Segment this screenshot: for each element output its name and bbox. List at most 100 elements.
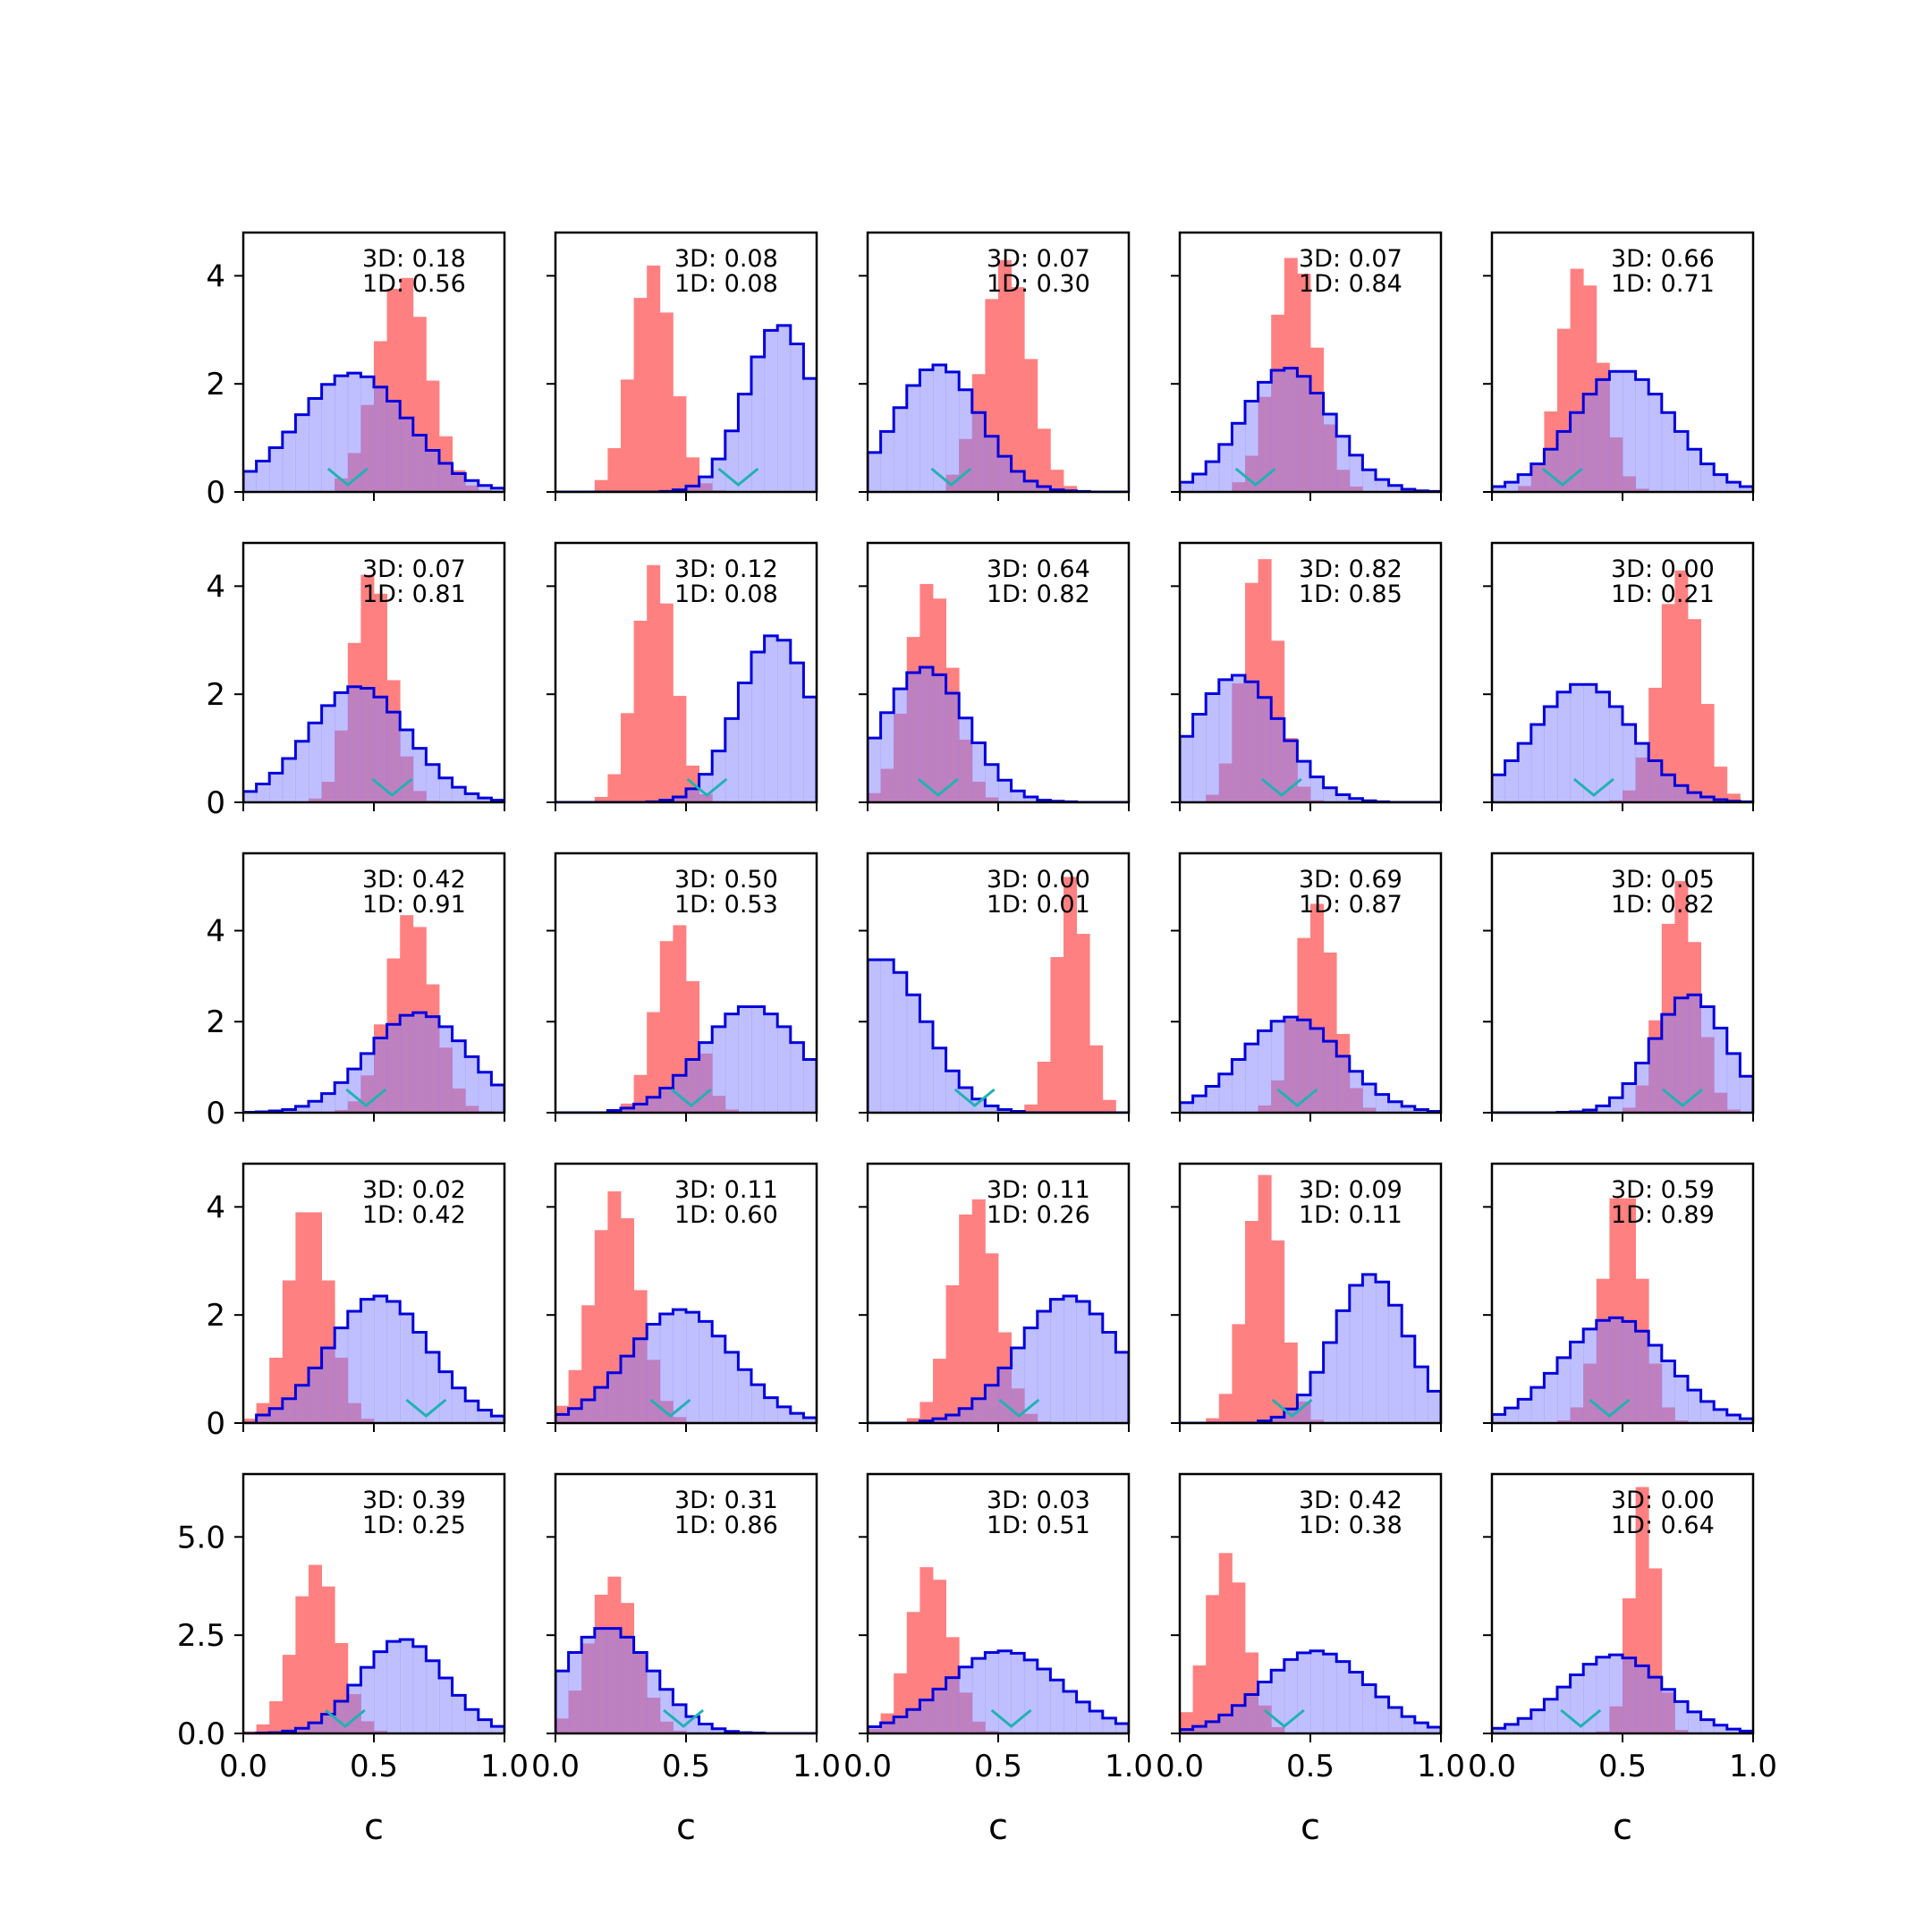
blue-bar bbox=[880, 712, 894, 802]
y-tick-label: 2 bbox=[206, 367, 225, 402]
truth-marker bbox=[1234, 467, 1276, 487]
truth-marker bbox=[953, 1088, 996, 1107]
blue-bar bbox=[945, 1071, 960, 1113]
blue-bar bbox=[699, 477, 713, 492]
annotation-1d: 1D: 0.11 bbox=[1299, 1201, 1402, 1229]
panel-plot-area bbox=[1492, 268, 1753, 492]
blue-step-outline bbox=[1492, 1316, 1753, 1423]
truth-marker bbox=[1589, 1398, 1631, 1418]
truth-marker bbox=[405, 1398, 447, 1418]
truth-marker bbox=[1572, 777, 1614, 797]
red-bar bbox=[1076, 934, 1090, 1113]
y-tick-label: 4 bbox=[206, 258, 225, 294]
panel-plot-area bbox=[555, 1191, 817, 1423]
blue-bar bbox=[426, 450, 440, 492]
blue-bar bbox=[269, 773, 284, 802]
blue-bar bbox=[764, 635, 778, 802]
blue-bar bbox=[1362, 1274, 1377, 1423]
blue-bar bbox=[491, 1726, 504, 1733]
blue-bar bbox=[933, 1419, 946, 1423]
blue-bar bbox=[386, 1024, 401, 1113]
blue-bar bbox=[659, 1088, 674, 1113]
blue-bar bbox=[1648, 1345, 1663, 1423]
blue-bar bbox=[1284, 1659, 1298, 1733]
blue-bar bbox=[1700, 796, 1715, 802]
blue-bar bbox=[1530, 463, 1545, 492]
y-tick-label: 2.5 bbox=[177, 1618, 225, 1654]
red-bar bbox=[282, 1280, 296, 1423]
blue-bar bbox=[360, 1667, 375, 1733]
red-bar bbox=[1661, 604, 1675, 802]
blue-bar bbox=[491, 487, 504, 492]
blue-bar bbox=[412, 1013, 427, 1113]
panel-plot-area bbox=[555, 265, 817, 492]
blue-bar bbox=[803, 697, 817, 802]
blue-bar bbox=[1206, 1086, 1220, 1113]
blue-bar bbox=[1258, 382, 1272, 492]
annotation-3d: 3D: 0.18 bbox=[362, 245, 466, 273]
blue-bar bbox=[452, 787, 466, 802]
blue-bar bbox=[1336, 436, 1351, 492]
truth-marker bbox=[371, 777, 413, 797]
red-bar bbox=[581, 1305, 596, 1423]
annotation-1d: 1D: 0.38 bbox=[1299, 1512, 1402, 1539]
blue-bar bbox=[777, 1406, 792, 1423]
blue-bar bbox=[906, 385, 920, 492]
panel-plot-area bbox=[243, 574, 504, 802]
blue-bar bbox=[360, 377, 375, 492]
blue-bar bbox=[465, 1401, 479, 1423]
red-bar bbox=[243, 1419, 257, 1423]
x-axis-label: c bbox=[1613, 1807, 1632, 1848]
truth-marker bbox=[990, 1708, 1032, 1728]
red-bar bbox=[919, 1567, 934, 1733]
red-bar bbox=[647, 1012, 661, 1113]
blue-bar bbox=[959, 717, 973, 802]
annotation-3d: 3D: 0.02 bbox=[362, 1176, 466, 1204]
blue-bar bbox=[1076, 1701, 1090, 1733]
blue-bar bbox=[360, 688, 375, 802]
blue-bar bbox=[256, 1414, 270, 1423]
blue-bar bbox=[919, 666, 934, 802]
blue-bar bbox=[555, 1671, 569, 1733]
blue-bar bbox=[1349, 1071, 1363, 1113]
blue-bar bbox=[1258, 1030, 1272, 1113]
panel-plot-area bbox=[868, 1567, 1129, 1733]
annotation-1d: 1D: 0.82 bbox=[1611, 891, 1715, 919]
red-bar bbox=[269, 1357, 284, 1423]
blue-bar bbox=[699, 774, 713, 802]
blue-bar bbox=[738, 682, 752, 802]
blue-bar bbox=[1284, 741, 1298, 802]
blue-bar bbox=[985, 1106, 999, 1113]
blue-bar bbox=[400, 418, 414, 492]
red-bar bbox=[1050, 957, 1064, 1113]
blue-bar bbox=[686, 486, 699, 492]
red-bar bbox=[1700, 704, 1715, 802]
blue-bar bbox=[777, 325, 792, 492]
blue-bar bbox=[1336, 1055, 1351, 1113]
blue-bar bbox=[712, 459, 726, 492]
blue-bar bbox=[374, 1651, 387, 1733]
blue-bar bbox=[1218, 679, 1233, 802]
x-tick-label: 0.5 bbox=[1286, 1749, 1335, 1784]
x-axis-label: c bbox=[1301, 1807, 1320, 1848]
blue-bar bbox=[282, 431, 296, 492]
blue-bar bbox=[295, 1385, 309, 1423]
annotation-1d: 1D: 0.91 bbox=[362, 891, 466, 919]
red-bar bbox=[673, 695, 687, 802]
truth-marker bbox=[717, 467, 759, 487]
panel-plot-area bbox=[243, 1212, 504, 1423]
annotation-1d: 1D: 0.08 bbox=[674, 580, 778, 608]
blue-bar bbox=[1674, 431, 1689, 492]
blue-bar bbox=[959, 1088, 973, 1113]
blue-bar bbox=[1661, 412, 1675, 492]
blue-bar bbox=[998, 1109, 1012, 1113]
blue-bar bbox=[1661, 775, 1675, 802]
blue-bar bbox=[1714, 1028, 1728, 1113]
y-tick-label: 2 bbox=[206, 677, 225, 713]
annotation-1d: 1D: 0.87 bbox=[1299, 891, 1402, 919]
red-bar bbox=[906, 1612, 920, 1733]
blue-bar bbox=[1349, 1284, 1363, 1423]
